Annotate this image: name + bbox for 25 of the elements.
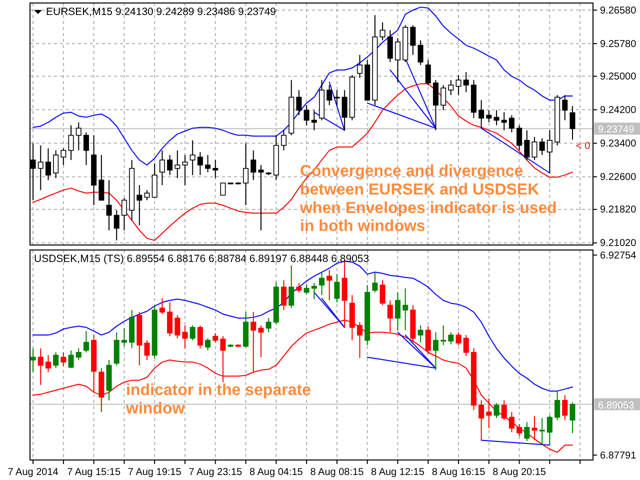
x-tick-label: 8 Aug 16:15 xyxy=(432,467,486,478)
ref-line-label: 9.23749 xyxy=(598,124,635,136)
x-tick-label: 7 Aug 23:15 xyxy=(188,467,243,478)
ref-line-label: 6.89053 xyxy=(598,400,635,412)
y-tick-label: 9.21020 xyxy=(600,238,637,250)
y-tick-label: 6.87791 xyxy=(600,450,637,462)
y-tick-label: 9.22600 xyxy=(600,172,637,183)
x-tick-label: 7 Aug 19:15 xyxy=(128,467,182,478)
annotation: indicator in the separate window xyxy=(125,382,312,418)
annotation: < 0 xyxy=(576,141,591,152)
x-tick-label: 7 Aug 2014 xyxy=(8,467,59,478)
x-tick-label: 8 Aug 08:15 xyxy=(310,467,364,478)
y-tick-label: 6.92754 xyxy=(600,250,637,262)
y-tick-label: 9.25000 xyxy=(600,71,637,82)
x-tick-label: 8 Aug 20:15 xyxy=(492,467,546,478)
y-tick-label: 9.25780 xyxy=(600,38,637,50)
x-tick-label: 8 Aug 12:15 xyxy=(371,467,425,478)
y-tick-label: 9.24200 xyxy=(600,104,637,116)
x-tick-label: 8 Aug 04:15 xyxy=(249,467,304,478)
x-tick-label: 7 Aug 15:15 xyxy=(67,467,121,478)
y-tick-label: 9.26580 xyxy=(600,5,637,16)
y-tick-label: 9.23400 xyxy=(600,138,637,150)
chart-title: EURSEK,M15 9.24130 9.24289 9.23486 9.23749 xyxy=(46,6,276,18)
chart-title: USDSEK,M15 (TS) 6.89554 6.88176 6.88784 6.89197 6.88448 6.89053 xyxy=(34,253,370,265)
y-tick-label: 9.21820 xyxy=(600,204,637,216)
